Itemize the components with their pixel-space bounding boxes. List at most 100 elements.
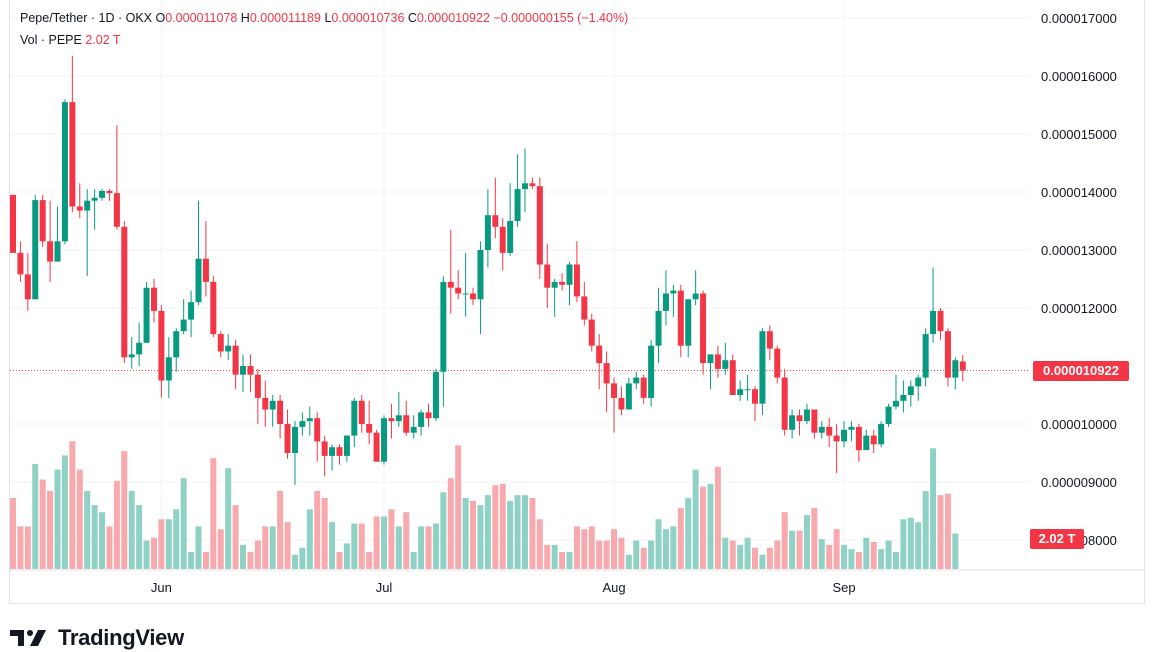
candle-body (351, 400, 358, 436)
volume-bar (388, 509, 395, 569)
candle-body (573, 264, 580, 297)
volume-label[interactable]: Vol · PEPE (20, 33, 82, 47)
volume-bar (366, 551, 373, 569)
volume-bar (47, 490, 54, 569)
y-tick-label: 0.000016000 (1041, 69, 1117, 84)
candle-body (284, 424, 291, 453)
volume-bar (841, 544, 848, 569)
volume-bar (470, 500, 477, 569)
candle-body (915, 377, 922, 387)
candle-body (373, 432, 380, 462)
candle-body (507, 221, 514, 253)
candle-body (388, 418, 395, 422)
open-label: O (155, 11, 166, 25)
volume-bar (930, 448, 937, 569)
candle-body (106, 190, 113, 194)
brand-name: TradingView (58, 625, 184, 650)
volume-bar (744, 537, 751, 569)
volume-bar (796, 530, 803, 569)
candle-body (922, 334, 929, 378)
candle-body (937, 310, 944, 332)
candle-body (143, 287, 150, 343)
candle-body (529, 183, 536, 187)
candle-body (158, 310, 165, 381)
candle-body (91, 197, 98, 201)
volume-bar (358, 523, 365, 569)
y-tick-label: 0.000009000 (1041, 475, 1117, 490)
volume-bar (217, 529, 224, 569)
volume-bar (381, 516, 387, 569)
price-chart[interactable]: 0.000017000 0.000016000 0.000015000 0.00001… (0, 0, 1153, 610)
candle-body (685, 299, 692, 346)
candle-body (870, 435, 877, 445)
volume-bar (291, 554, 298, 569)
candle-body (655, 310, 662, 346)
candle-body (232, 345, 239, 375)
candle-body (536, 186, 543, 265)
volume-bar (566, 551, 573, 569)
candle-body (84, 200, 91, 211)
symbol-label[interactable]: Pepe/Tether · 1D · OKX (20, 11, 153, 25)
volume-bar (202, 551, 209, 569)
volume-bar (61, 455, 68, 569)
low-value: 0.000010736 (331, 11, 405, 25)
candle-body (625, 383, 632, 410)
candle-body (358, 400, 365, 424)
high-label: H (240, 11, 250, 25)
volume-bar (91, 505, 98, 569)
volume-bar (700, 486, 707, 569)
x-tick-label: Aug (602, 580, 625, 595)
tradingview-logo[interactable]: TradingView (10, 624, 184, 652)
y-tick-label: 0.000014000 (1041, 185, 1117, 200)
volume-bar (136, 505, 143, 569)
volume-bar (113, 480, 120, 569)
volume-bar (922, 490, 929, 569)
candle-body (603, 363, 610, 384)
volume-bar (952, 533, 959, 569)
candle-body (395, 415, 402, 422)
candle-body (514, 189, 521, 221)
x-tick-label: Jun (151, 580, 172, 595)
candle-body (99, 190, 106, 198)
candle-body (165, 357, 172, 381)
candle-body (455, 287, 462, 294)
volume-bar (662, 529, 669, 569)
candle-body (796, 415, 803, 422)
volume-bar (581, 529, 588, 569)
candle-body (700, 293, 707, 364)
candle-body (818, 426, 825, 433)
volume-bar (121, 451, 128, 569)
volume-bar (536, 519, 543, 569)
candle-body (17, 252, 24, 275)
chart-panel[interactable] (9, 0, 1145, 604)
volume-bar (603, 540, 610, 569)
candle-body (774, 348, 781, 378)
volume-bar (254, 540, 261, 569)
candle-body (432, 371, 439, 419)
volume-bar (648, 540, 655, 569)
candle-body (944, 331, 951, 378)
candle-body (848, 426, 855, 430)
candle-body (833, 435, 840, 442)
volume-bar (833, 529, 840, 569)
volume-bar (596, 540, 603, 569)
volume-bar (76, 469, 83, 569)
volume-bar (128, 490, 135, 569)
volume-bar (685, 498, 692, 569)
volume-bar (492, 485, 499, 569)
candle-body (737, 389, 744, 395)
volume-bar (737, 544, 744, 569)
volume-bar (373, 516, 380, 569)
candle-body (76, 206, 83, 211)
volume-bar (855, 551, 862, 569)
candle-body (418, 412, 425, 427)
volume-bar (907, 517, 914, 569)
candle-body (633, 377, 640, 384)
volume-bar (588, 526, 595, 569)
volume-bar (499, 483, 506, 569)
candle-body (662, 293, 669, 311)
candle-body (69, 102, 76, 207)
volume-bar (707, 483, 714, 569)
candle-body (714, 354, 721, 369)
candle-body (611, 383, 618, 398)
